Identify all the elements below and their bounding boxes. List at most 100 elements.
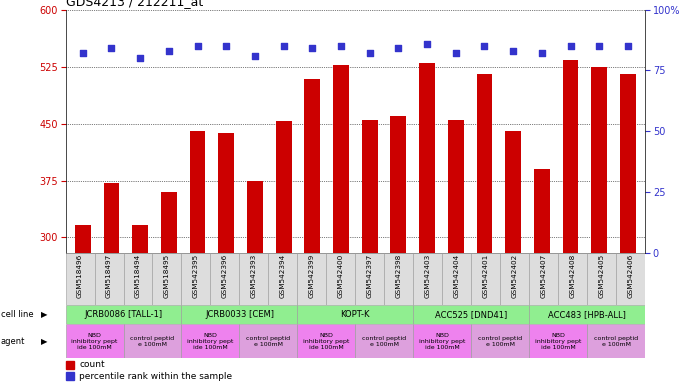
Bar: [587, 253, 616, 305]
Text: GSM542407: GSM542407: [541, 254, 546, 298]
Bar: [587, 324, 645, 358]
Text: GSM542405: GSM542405: [599, 254, 604, 298]
Bar: [616, 253, 645, 305]
Bar: [152, 253, 181, 305]
Bar: [413, 324, 471, 358]
Point: [422, 41, 433, 47]
Bar: [161, 192, 177, 384]
Bar: [448, 120, 464, 384]
Point: [335, 43, 346, 49]
Bar: [420, 63, 435, 384]
Bar: [442, 253, 471, 305]
Bar: [181, 305, 297, 324]
Bar: [239, 253, 268, 305]
Text: GDS4213 / 212211_at: GDS4213 / 212211_at: [66, 0, 203, 8]
Bar: [355, 253, 384, 305]
Bar: [297, 305, 413, 324]
Text: NBD
inhibitory pept
ide 100mM: NBD inhibitory pept ide 100mM: [535, 333, 582, 350]
Bar: [562, 61, 578, 384]
Bar: [132, 225, 148, 384]
Point: [508, 48, 519, 54]
Bar: [75, 225, 90, 384]
Text: GSM542403: GSM542403: [425, 254, 431, 298]
Bar: [124, 324, 181, 358]
Text: GSM542406: GSM542406: [628, 254, 633, 298]
Text: ▶: ▶: [41, 337, 48, 346]
Bar: [124, 253, 152, 305]
Bar: [534, 169, 550, 384]
Text: cell line: cell line: [1, 310, 33, 319]
Bar: [276, 121, 291, 384]
Text: GSM542402: GSM542402: [512, 254, 518, 298]
Text: GSM542393: GSM542393: [251, 254, 257, 298]
Bar: [384, 253, 413, 305]
Text: GSM542408: GSM542408: [570, 254, 575, 298]
Point: [479, 43, 490, 49]
Text: agent: agent: [1, 337, 25, 346]
Point: [192, 43, 203, 49]
Text: GSM542399: GSM542399: [309, 254, 315, 298]
Text: percentile rank within the sample: percentile rank within the sample: [79, 372, 233, 381]
Text: JCRB0086 [TALL-1]: JCRB0086 [TALL-1]: [84, 310, 163, 319]
Bar: [477, 74, 493, 384]
Bar: [304, 79, 320, 384]
Text: GSM542394: GSM542394: [280, 254, 286, 298]
Bar: [413, 305, 529, 324]
Text: NBD
inhibitory pept
ide 100mM: NBD inhibitory pept ide 100mM: [303, 333, 350, 350]
Bar: [181, 324, 239, 358]
Text: KOPT-K: KOPT-K: [341, 310, 370, 319]
Text: control peptid
e 100mM: control peptid e 100mM: [478, 336, 522, 347]
Bar: [104, 183, 119, 384]
Bar: [66, 253, 95, 305]
Text: ▶: ▶: [41, 310, 48, 319]
Point: [536, 50, 547, 56]
Text: ACC525 [DND41]: ACC525 [DND41]: [435, 310, 507, 319]
Point: [565, 43, 576, 49]
Bar: [500, 253, 529, 305]
Text: count: count: [79, 361, 105, 369]
Point: [451, 50, 462, 56]
Bar: [471, 324, 529, 358]
Bar: [218, 132, 234, 384]
Text: NBD
inhibitory pept
ide 100mM: NBD inhibitory pept ide 100mM: [71, 333, 118, 350]
Text: GSM542396: GSM542396: [222, 254, 228, 298]
Text: JCRB0033 [CEM]: JCRB0033 [CEM]: [205, 310, 274, 319]
Text: control peptid
e 100mM: control peptid e 100mM: [246, 336, 290, 347]
Bar: [529, 324, 587, 358]
Bar: [471, 253, 500, 305]
Point: [364, 50, 375, 56]
Text: GSM518496: GSM518496: [77, 254, 83, 298]
Text: GSM542404: GSM542404: [454, 254, 460, 298]
Text: GSM518495: GSM518495: [164, 254, 170, 298]
Text: GSM518494: GSM518494: [135, 254, 141, 298]
Bar: [66, 305, 181, 324]
Text: GSM542398: GSM542398: [396, 254, 402, 298]
Bar: [297, 324, 355, 358]
Text: GSM542400: GSM542400: [338, 254, 344, 298]
Text: GSM542395: GSM542395: [193, 254, 199, 298]
Bar: [391, 116, 406, 384]
Text: control peptid
e 100mM: control peptid e 100mM: [130, 336, 175, 347]
Bar: [620, 74, 635, 384]
Text: NBD
inhibitory pept
ide 100mM: NBD inhibitory pept ide 100mM: [187, 333, 234, 350]
Bar: [95, 253, 124, 305]
Bar: [355, 324, 413, 358]
Point: [106, 45, 117, 51]
Bar: [239, 324, 297, 358]
Bar: [505, 131, 521, 384]
Point: [278, 43, 289, 49]
Bar: [326, 253, 355, 305]
Bar: [362, 120, 377, 384]
Bar: [190, 131, 206, 384]
Point: [393, 45, 404, 51]
Text: control peptid
e 100mM: control peptid e 100mM: [594, 336, 638, 347]
Text: control peptid
e 100mM: control peptid e 100mM: [362, 336, 406, 347]
Bar: [210, 253, 239, 305]
Bar: [181, 253, 210, 305]
Text: GSM518497: GSM518497: [106, 254, 112, 298]
Point: [77, 50, 88, 56]
Point: [221, 43, 232, 49]
Bar: [591, 66, 607, 384]
Bar: [268, 253, 297, 305]
Bar: [558, 253, 587, 305]
